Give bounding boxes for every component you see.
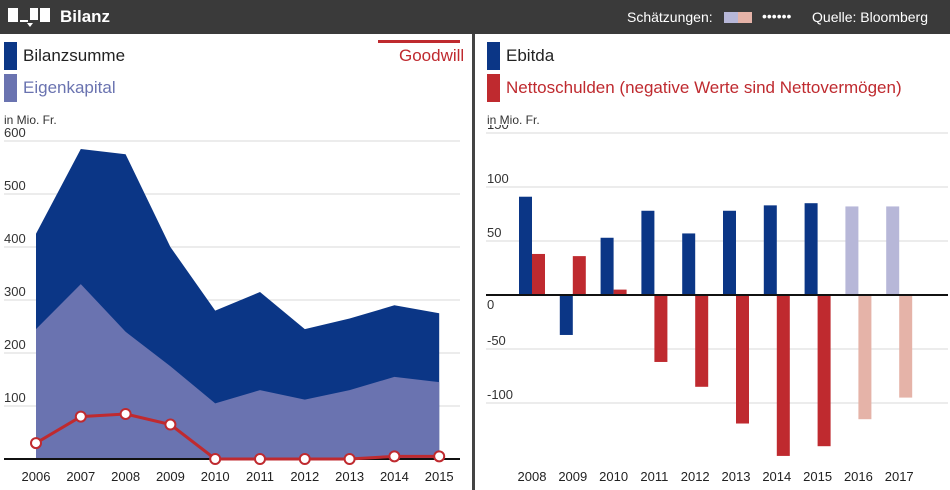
legend-label-goodwill: Goodwill (399, 46, 465, 65)
x-tick-label: 2009 (156, 469, 185, 484)
bar-ebitda (559, 295, 573, 335)
goodwill-point (119, 407, 132, 420)
estimates-swatches (724, 12, 752, 23)
bar-ebitda (763, 205, 777, 295)
header-bar: Bilanz Schätzungen: •••••• Quelle: Bloom… (0, 0, 950, 34)
bar-nettoschulden (736, 295, 749, 424)
y-tick-label: 500 (4, 178, 26, 193)
bar-nettoschulden (858, 295, 872, 420)
legend-line-goodwill (378, 40, 460, 43)
x-tick-label: 2010 (599, 469, 628, 484)
goodwill-point (164, 418, 177, 431)
estimates-dots: •••••• (762, 8, 792, 24)
x-tick-label: 2012 (681, 469, 710, 484)
left-area-chart: 100 200 300 400 500 600 2006 2007 2008 2009 2010 20… (4, 125, 460, 484)
legend-label-nettoschulden: Nettoschulden (negative Werte sind Netto… (506, 78, 902, 97)
x-tick-label: 2006 (22, 469, 51, 484)
legend-ebitda: Ebitda (487, 42, 554, 70)
bar-nettoschulden (613, 289, 627, 295)
goodwill-point (30, 437, 42, 450)
goodwill-point (388, 450, 401, 463)
logo-icon (8, 8, 50, 27)
x-tick-label: 2015 (425, 469, 454, 484)
x-tick-label: 2017 (885, 469, 914, 484)
x-tick-label: 2013 (722, 469, 751, 484)
y-tick-label: 400 (4, 231, 26, 246)
goodwill-point (209, 453, 222, 465)
x-tick-label: 2007 (66, 469, 95, 484)
bar-nettoschulden (654, 295, 668, 362)
y-tick-label: 0 (487, 297, 494, 312)
y-tick-label: 300 (4, 284, 26, 299)
legend-label-eigenkapital: Eigenkapital (23, 78, 116, 97)
estimates-label: Schätzungen: (627, 9, 713, 25)
x-tick-label: 2008 (111, 469, 140, 484)
x-tick-label: 2016 (844, 469, 873, 484)
estimate-red-swatch (738, 12, 752, 23)
bar-ebitda (641, 210, 655, 295)
x-tick-label: 2015 (803, 469, 832, 484)
bar-ebitda (845, 206, 859, 295)
legend-label-bilanzsumme: Bilanzsumme (23, 46, 126, 65)
goodwill-point (433, 450, 446, 463)
legend-goodwill: Goodwill (399, 46, 464, 66)
source-label: Quelle: Bloomberg (812, 9, 928, 25)
legend-bilanzsumme: Bilanzsumme (4, 42, 125, 70)
left-unit-label: in Mio. Fr. (4, 113, 57, 127)
legend-swatch-ebitda (487, 42, 500, 70)
legend-label-ebitda: Ebitda (506, 46, 555, 65)
legend-swatch-bilanzsumme (4, 42, 17, 70)
bar-ebitda (723, 210, 736, 295)
line-goodwill (35, 412, 440, 461)
x-tick-label: 2013 (335, 469, 364, 484)
bar-nettoschulden (695, 295, 709, 387)
right-unit-label: in Mio. Fr. (487, 113, 540, 127)
y-tick-label: 50 (487, 225, 501, 240)
x-tick-label: 2011 (640, 469, 668, 484)
bar-ebitda (886, 206, 900, 295)
bar-ebitda (804, 203, 818, 295)
x-tick-label: 2014 (380, 469, 409, 484)
legend-eigenkapital: Eigenkapital (4, 74, 116, 102)
y-tick-label: 100 (4, 390, 26, 405)
bar-nettoschulden (532, 253, 545, 295)
x-tick-label: 2008 (518, 469, 547, 484)
x-tick-label: 2009 (558, 469, 587, 484)
x-tick-label: 2011 (246, 469, 274, 484)
x-tick-label: 2010 (201, 469, 230, 484)
estimate-blue-swatch (724, 12, 738, 23)
x-tick-label: 2012 (290, 469, 319, 484)
goodwill-point (254, 453, 266, 465)
panel-divider (472, 34, 475, 490)
y-tick-label: -100 (487, 387, 513, 402)
x-tick-label: 2014 (762, 469, 791, 484)
bar-nettoschulden (817, 295, 831, 447)
goodwill-point (74, 410, 87, 423)
legend-nettoschulden: Nettoschulden (negative Werte sind Netto… (487, 74, 902, 102)
y-tick-label: -50 (487, 333, 506, 348)
y-tick-label: 200 (4, 337, 26, 352)
legend-swatch-nettoschulden (487, 74, 500, 102)
bar-nettoschulden (776, 295, 790, 456)
page-title: Bilanz (60, 7, 111, 26)
goodwill-point (343, 453, 356, 465)
bar-nettoschulden (899, 295, 913, 398)
y-tick-label: 150 (487, 125, 509, 132)
y-tick-label: 600 (4, 125, 26, 140)
bar-ebitda (600, 237, 614, 295)
right-bar-chart: 150 100 50 0 -50 -100 2008 2009 2010 2011 2012 2013… (486, 125, 948, 484)
legend-swatch-eigenkapital (4, 74, 17, 102)
y-tick-label: 100 (487, 171, 509, 186)
bar-ebitda (682, 233, 696, 295)
goodwill-point (298, 453, 311, 465)
bar-nettoschulden (572, 256, 586, 295)
bar-ebitda (519, 196, 532, 295)
